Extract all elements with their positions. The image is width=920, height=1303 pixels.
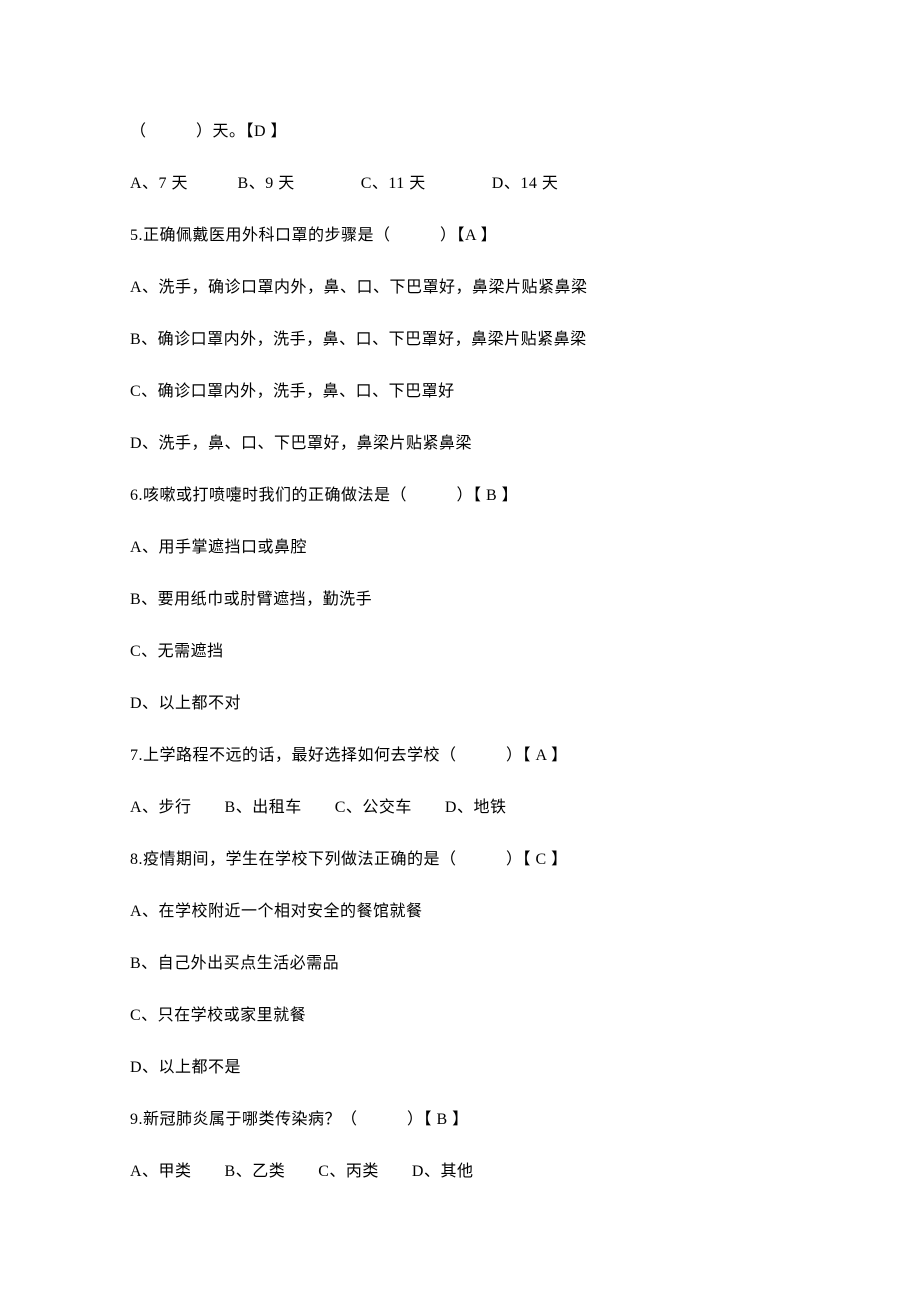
- question-4-options: A、7 天 B、9 天 C、11 天 D、14 天: [130, 172, 790, 196]
- question-9-text: 9.新冠肺炎属于哪类传染病？（ ）【 B 】: [130, 1108, 790, 1132]
- question-6-option-b: B、要用纸巾或肘臂遮挡，勤洗手: [130, 588, 790, 612]
- question-8-text: 8.疫情期间，学生在学校下列做法正确的是（ ）【 C 】: [130, 848, 790, 872]
- question-5-option-a: A、洗手，确诊口罩内外，鼻、口、下巴罩好，鼻梁片贴紧鼻梁: [130, 276, 790, 300]
- question-8-option-d: D、以上都不是: [130, 1056, 790, 1080]
- question-4-continuation: （ ）天。【D 】: [130, 120, 790, 144]
- question-6-text: 6.咳嗽或打喷嚏时我们的正确做法是（ ）【 B 】: [130, 484, 790, 508]
- question-9-options: A、甲类 B、乙类 C、丙类 D、其他: [130, 1160, 790, 1184]
- document-content: （ ）天。【D 】 A、7 天 B、9 天 C、11 天 D、14 天 5.正确…: [130, 120, 790, 1184]
- question-7-text: 7.上学路程不远的话，最好选择如何去学校（ ）【 A 】: [130, 744, 790, 768]
- question-6-option-a: A、用手掌遮挡口或鼻腔: [130, 536, 790, 560]
- question-5-option-c: C、确诊口罩内外，洗手，鼻、口、下巴罩好: [130, 380, 790, 404]
- question-6-option-c: C、无需遮挡: [130, 640, 790, 664]
- question-6-option-d: D、以上都不对: [130, 692, 790, 716]
- question-8-option-a: A、在学校附近一个相对安全的餐馆就餐: [130, 900, 790, 924]
- question-8-option-b: B、自己外出买点生活必需品: [130, 952, 790, 976]
- question-5-option-d: D、洗手，鼻、口、下巴罩好，鼻梁片贴紧鼻梁: [130, 432, 790, 456]
- question-5-option-b: B、确诊口罩内外，洗手，鼻、口、下巴罩好，鼻梁片贴紧鼻梁: [130, 328, 790, 352]
- question-8-option-c: C、只在学校或家里就餐: [130, 1004, 790, 1028]
- question-5-text: 5.正确佩戴医用外科口罩的步骤是（ ）【A 】: [130, 224, 790, 248]
- question-7-options: A、步行 B、出租车 C、公交车 D、地铁: [130, 796, 790, 820]
